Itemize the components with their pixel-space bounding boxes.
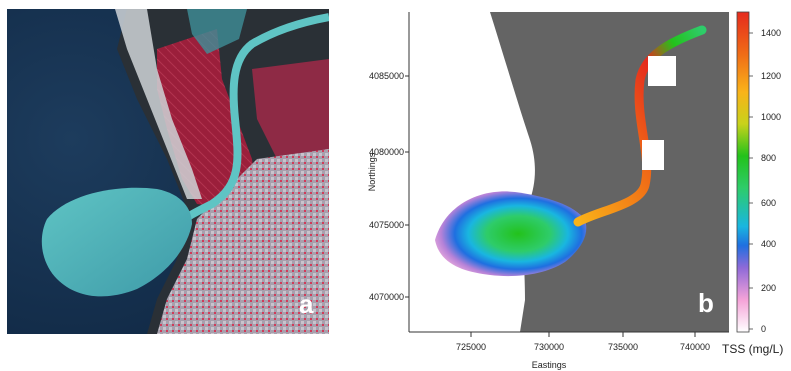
x-axis-title: Eastings	[532, 360, 567, 370]
colorbar-tick-label: 1000	[761, 112, 781, 122]
panel-b-label: b	[698, 288, 714, 318]
panel-a-label: a	[299, 289, 314, 319]
y-tick-label: 4070000	[369, 292, 404, 302]
x-tick-label: 725000	[456, 342, 486, 352]
colorbar-title: TSS (mg/L)	[722, 342, 783, 356]
x-tick-label: 740000	[680, 342, 710, 352]
tss-river	[573, 25, 707, 227]
river-channel	[179, 13, 329, 225]
tss-patch	[648, 56, 676, 86]
coastal-spit	[115, 9, 202, 199]
satellite-image-panel: a	[7, 9, 329, 334]
y-axis-title: Northings	[367, 152, 377, 191]
x-tick-label: 735000	[608, 342, 638, 352]
tss-patch	[642, 140, 664, 170]
colorbar	[736, 11, 750, 333]
colorbar-tick-label: 0	[761, 324, 766, 334]
urban-area	[157, 149, 329, 334]
colorbar-tick-label: 1400	[761, 28, 781, 38]
sediment-plume	[41, 187, 192, 297]
y-tick-label: 4080000	[369, 147, 404, 157]
tss-map-panel: Northings 4085000 4080000 4075000 407000…	[367, 11, 783, 370]
y-tick-label: 4075000	[369, 220, 404, 230]
tss-plume	[435, 191, 587, 277]
colorbar-tick-label: 1200	[761, 71, 781, 81]
colorbar-tick-label: 800	[761, 153, 776, 163]
lagoon	[187, 9, 247, 54]
colorbar-ticks: 1400 1200 1000 800 600 400 200 0	[761, 28, 781, 334]
colorbar-tick-label: 600	[761, 198, 776, 208]
x-ticks: 725000 730000 735000 740000	[456, 342, 710, 352]
vegetation-fields-east	[252, 59, 329, 159]
y-ticks: 4085000 4080000 4075000 4070000	[369, 71, 404, 302]
x-tick-label: 730000	[534, 342, 564, 352]
colorbar-tick-label: 200	[761, 283, 776, 293]
y-tick-label: 4085000	[369, 71, 404, 81]
map-area	[409, 12, 729, 332]
colorbar-tick-label: 400	[761, 239, 776, 249]
